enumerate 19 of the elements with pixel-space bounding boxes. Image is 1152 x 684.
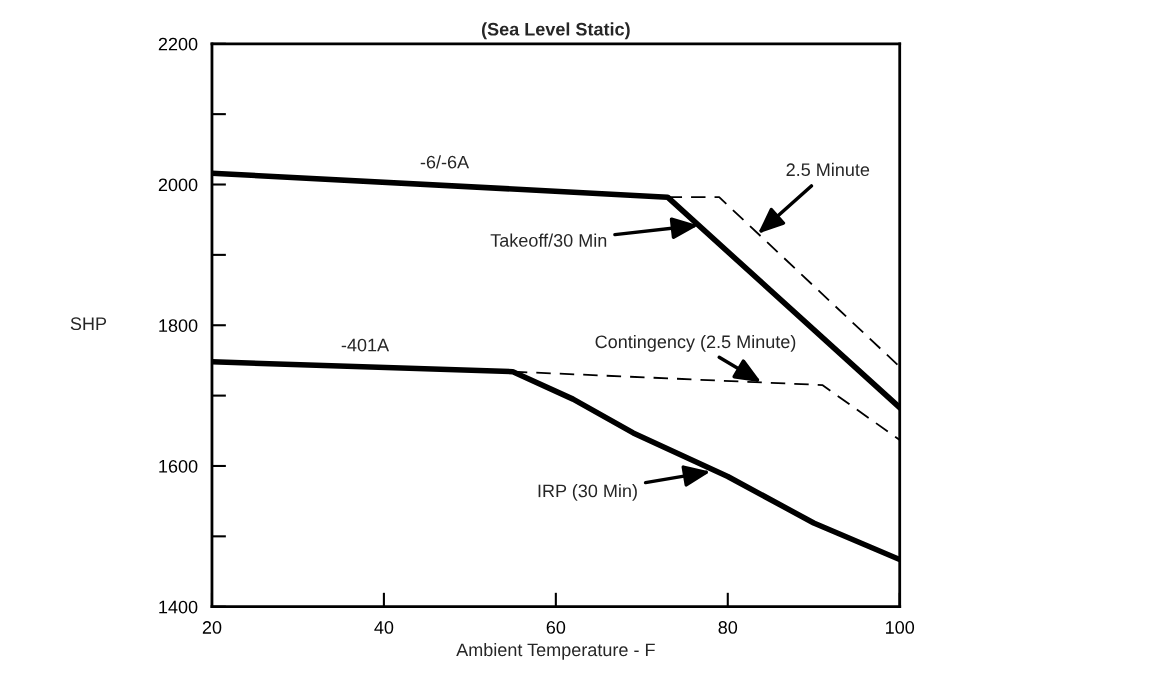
annotation: Contingency (2.5 Minute) xyxy=(595,334,796,352)
annotation: 2.5 Minute xyxy=(786,162,870,177)
y-tick-label: 1800 xyxy=(159,319,198,332)
annotation: IRP (30 Min) xyxy=(538,484,637,501)
x-tick-label: 80 xyxy=(718,621,738,634)
x-tick-label: 20 xyxy=(202,621,222,634)
annotation: -401A xyxy=(341,338,390,352)
y-tick-label: 2200 xyxy=(158,37,198,51)
chart-title: (Sea Level Static) xyxy=(481,22,630,40)
x-tick-label: 60 xyxy=(546,621,566,634)
annotation: -6/-6A xyxy=(420,155,470,169)
y-tick-label: 1400 xyxy=(159,600,198,614)
y-axis-title: SHP xyxy=(70,317,107,331)
annotation: Takeoff/30 Min xyxy=(490,233,607,247)
x-tick-label: 40 xyxy=(374,621,394,634)
x-axis-title: Ambient Temperature - F xyxy=(456,642,655,660)
y-tick-label: 2000 xyxy=(158,178,198,192)
y-tick-label: 1600 xyxy=(159,459,198,473)
x-tick-label: 100 xyxy=(886,621,915,634)
